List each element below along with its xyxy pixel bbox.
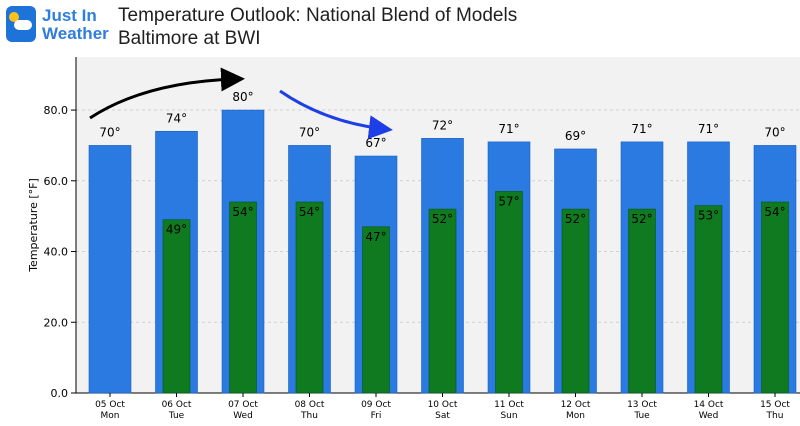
low-temp-bar bbox=[495, 191, 523, 394]
x-tick-date: 15 Oct bbox=[760, 400, 790, 410]
high-temp-bar bbox=[88, 145, 132, 394]
x-tick-date: 09 Oct bbox=[361, 400, 391, 410]
low-temp-label: 54° bbox=[299, 205, 320, 219]
high-temp-label: 71° bbox=[631, 122, 652, 136]
x-tick-date: 13 Oct bbox=[627, 400, 657, 410]
x-tick-date: 14 Oct bbox=[694, 400, 724, 410]
cloud-icon bbox=[14, 20, 32, 30]
logo-text-line1: Just In bbox=[42, 6, 97, 25]
x-tick-day: Mon bbox=[566, 411, 585, 421]
y-tick-label: 0.0 bbox=[51, 387, 69, 400]
x-tick-date: 12 Oct bbox=[561, 400, 591, 410]
low-temp-label: 49° bbox=[166, 223, 187, 237]
x-tick-day: Wed bbox=[233, 411, 253, 421]
x-tick-day: Wed bbox=[699, 411, 719, 421]
chart-titles: Temperature Outlook: National Blend of M… bbox=[118, 4, 517, 50]
x-tick-date: 11 Oct bbox=[494, 400, 524, 410]
low-temp-label: 53° bbox=[698, 209, 719, 223]
high-temp-label: 72° bbox=[432, 118, 453, 132]
y-tick-label: 80.0 bbox=[44, 104, 69, 117]
low-temp-bar bbox=[229, 201, 257, 394]
low-temp-label: 52° bbox=[432, 212, 453, 226]
x-tick-day: Mon bbox=[101, 411, 120, 421]
trend-arrow-down bbox=[279, 89, 393, 140]
high-temp-label: 67° bbox=[365, 136, 386, 150]
x-tick-date: 06 Oct bbox=[162, 400, 192, 410]
chart-subtitle: Baltimore at BWI bbox=[118, 28, 261, 49]
weather-badge-icon bbox=[6, 6, 36, 42]
x-tick-date: 08 Oct bbox=[295, 400, 325, 410]
low-temp-label: 54° bbox=[232, 205, 253, 219]
high-temp-label: 80° bbox=[232, 90, 253, 104]
y-axis-label: Temperature [°F] bbox=[27, 178, 40, 273]
x-tick-day: Tue bbox=[168, 411, 185, 421]
low-temp-bar bbox=[428, 208, 457, 394]
x-tick-day: Fri bbox=[371, 411, 382, 421]
high-temp-label: 71° bbox=[498, 122, 519, 136]
x-tick-day: Sat bbox=[435, 411, 450, 421]
x-tick-date: 10 Oct bbox=[428, 400, 458, 410]
high-temp-label: 70° bbox=[99, 125, 120, 139]
x-tick-day: Sun bbox=[500, 411, 517, 421]
just-in-weather-logo: Just In Weather bbox=[6, 4, 110, 48]
x-tick-day: Thu bbox=[300, 411, 318, 421]
x-tick-date: 05 Oct bbox=[95, 400, 125, 410]
low-temp-bar bbox=[162, 219, 191, 394]
low-temp-bar bbox=[561, 208, 590, 394]
trend-arrow-up bbox=[89, 67, 245, 120]
y-tick-label: 60.0 bbox=[44, 175, 69, 188]
sun-icon bbox=[9, 12, 19, 22]
y-tick-label: 20.0 bbox=[44, 316, 69, 329]
high-temp-label: 74° bbox=[166, 111, 187, 125]
low-temp-label: 57° bbox=[498, 194, 519, 208]
x-tick-date: 07 Oct bbox=[228, 400, 258, 410]
low-temp-label: 52° bbox=[565, 212, 586, 226]
low-temp-bar bbox=[761, 201, 789, 394]
low-temp-label: 47° bbox=[365, 230, 386, 244]
x-tick-day: Thu bbox=[766, 411, 784, 421]
logo-text-line2: Weather bbox=[42, 24, 109, 43]
low-temp-label: 54° bbox=[764, 205, 785, 219]
low-temp-bar bbox=[628, 208, 656, 394]
low-temp-bar bbox=[295, 201, 324, 394]
low-temp-bar bbox=[362, 226, 390, 394]
low-temp-bar bbox=[694, 205, 723, 394]
x-tick-day: Tue bbox=[633, 411, 650, 421]
high-temp-label: 70° bbox=[299, 125, 320, 139]
y-tick-label: 40.0 bbox=[44, 246, 69, 259]
low-temp-label: 52° bbox=[631, 212, 652, 226]
high-temp-label: 71° bbox=[698, 122, 719, 136]
high-temp-label: 70° bbox=[764, 125, 785, 139]
chart-title: Temperature Outlook: National Blend of M… bbox=[118, 5, 518, 26]
high-temp-label: 69° bbox=[565, 129, 586, 143]
